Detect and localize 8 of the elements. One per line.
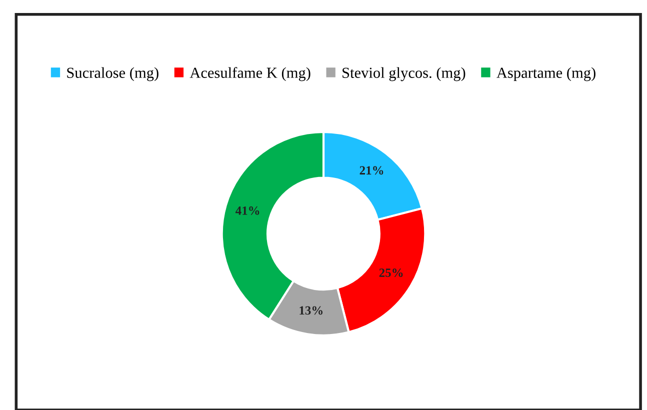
data-label: 41%	[236, 206, 260, 215]
legend-label: Aspartame (mg)	[496, 67, 596, 82]
data-label: 25%	[379, 268, 403, 277]
data-label: 13%	[300, 306, 322, 315]
data-label: 21%	[360, 166, 384, 175]
legend-label: Steviol glycos. (mg)	[342, 67, 466, 82]
legend-label: Sucralose (mg)	[67, 67, 158, 82]
legend-label: Acesulfame K (mg)	[190, 67, 310, 82]
